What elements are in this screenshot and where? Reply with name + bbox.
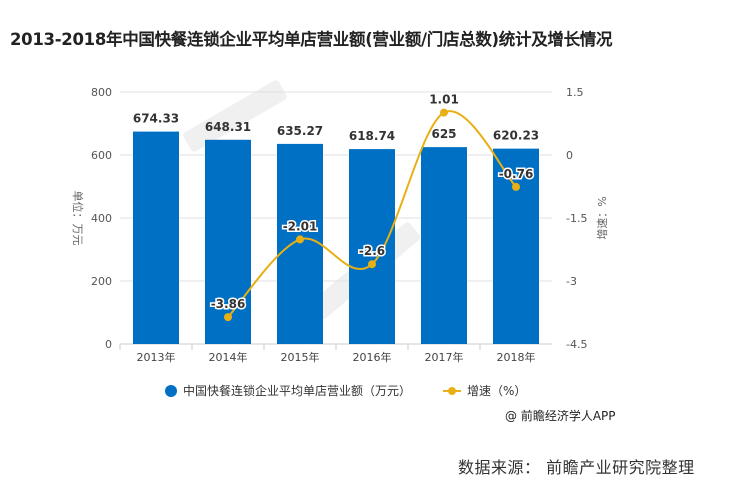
growth-point [368,260,376,269]
left-tick-label: 600 [91,149,112,162]
bar-data-label: 674.33 [133,112,179,126]
right-axis-title: 增速：% [595,196,609,239]
left-axis-title: 单位：万元 [71,191,85,246]
bar [133,131,179,344]
legend-bar-label[interactable]: 中国快餐连锁企业平均单店营业额（万元） [183,384,412,398]
x-tick-label: 2013年 [137,350,176,364]
bar-data-label: 625 [431,127,456,141]
bar-data-label: 648.31 [205,120,251,134]
line-data-label: -2.01 [283,219,318,233]
growth-point [224,313,232,322]
bar-data-label: 635.27 [277,124,323,138]
left-tick-label: 800 [91,86,112,99]
x-tick-label: 2016年 [353,350,392,364]
x-tick-label: 2018年 [497,350,536,364]
right-tick-label: -3 [566,275,577,288]
growth-point [296,235,304,244]
right-tick-label: 1.5 [566,86,584,99]
bar [205,139,251,344]
legend-line-label[interactable]: 增速（%） [467,384,527,398]
source-note: 数据来源： 前瞻产业研究院整理 [458,458,695,477]
x-tick-label: 2015年 [281,350,320,364]
left-tick-label: 0 [105,338,112,351]
growth-point [440,108,448,117]
legend-bar-marker [165,384,177,397]
right-tick-label: -4.5 [566,338,587,351]
x-tick-label: 2017年 [425,350,464,364]
growth-point [512,182,520,191]
bar [421,147,467,344]
watermark-logo [183,80,287,152]
left-tick-label: 200 [91,275,112,288]
bar [493,148,539,344]
line-data-label: 1.01 [429,93,459,107]
bar-data-label: 620.23 [493,129,539,143]
chart-title: 2013-2018年中国快餐连锁企业平均单店营业额(营业额/门店总数)统计及增长… [10,30,613,49]
legend-line-marker [443,386,462,396]
bar [349,149,395,344]
line-data-label: -0.76 [499,167,534,181]
legend: 中国快餐连锁企业平均单店营业额（万元） 增速（%） [165,382,526,399]
right-tick-label: 0 [566,149,573,162]
line-data-label: -2.6 [359,244,385,258]
bar-data-label: 618.74 [349,129,395,143]
growth-line [227,110,517,318]
credit: @ 前瞻经济学人APP [505,409,616,423]
bar [277,143,323,344]
right-tick-label: -1.5 [566,212,587,225]
left-tick-label: 400 [91,212,112,225]
x-tick-label: 2014年 [209,350,248,364]
line-data-label: -3.86 [211,297,246,311]
